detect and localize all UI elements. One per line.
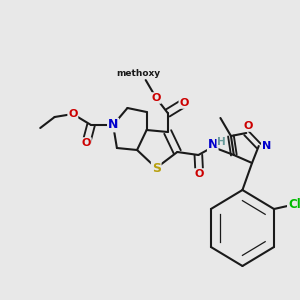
Text: S: S xyxy=(152,161,161,175)
Text: O: O xyxy=(152,93,161,103)
Text: O: O xyxy=(68,109,77,119)
Text: N: N xyxy=(262,141,271,151)
Text: Cl: Cl xyxy=(289,197,300,211)
Text: H: H xyxy=(217,137,226,147)
Text: N: N xyxy=(108,118,118,131)
Text: O: O xyxy=(244,121,253,131)
Text: methoxy: methoxy xyxy=(116,70,160,79)
Text: N: N xyxy=(208,139,218,152)
Text: O: O xyxy=(179,98,189,108)
Text: O: O xyxy=(82,138,91,148)
Text: O: O xyxy=(195,169,204,179)
